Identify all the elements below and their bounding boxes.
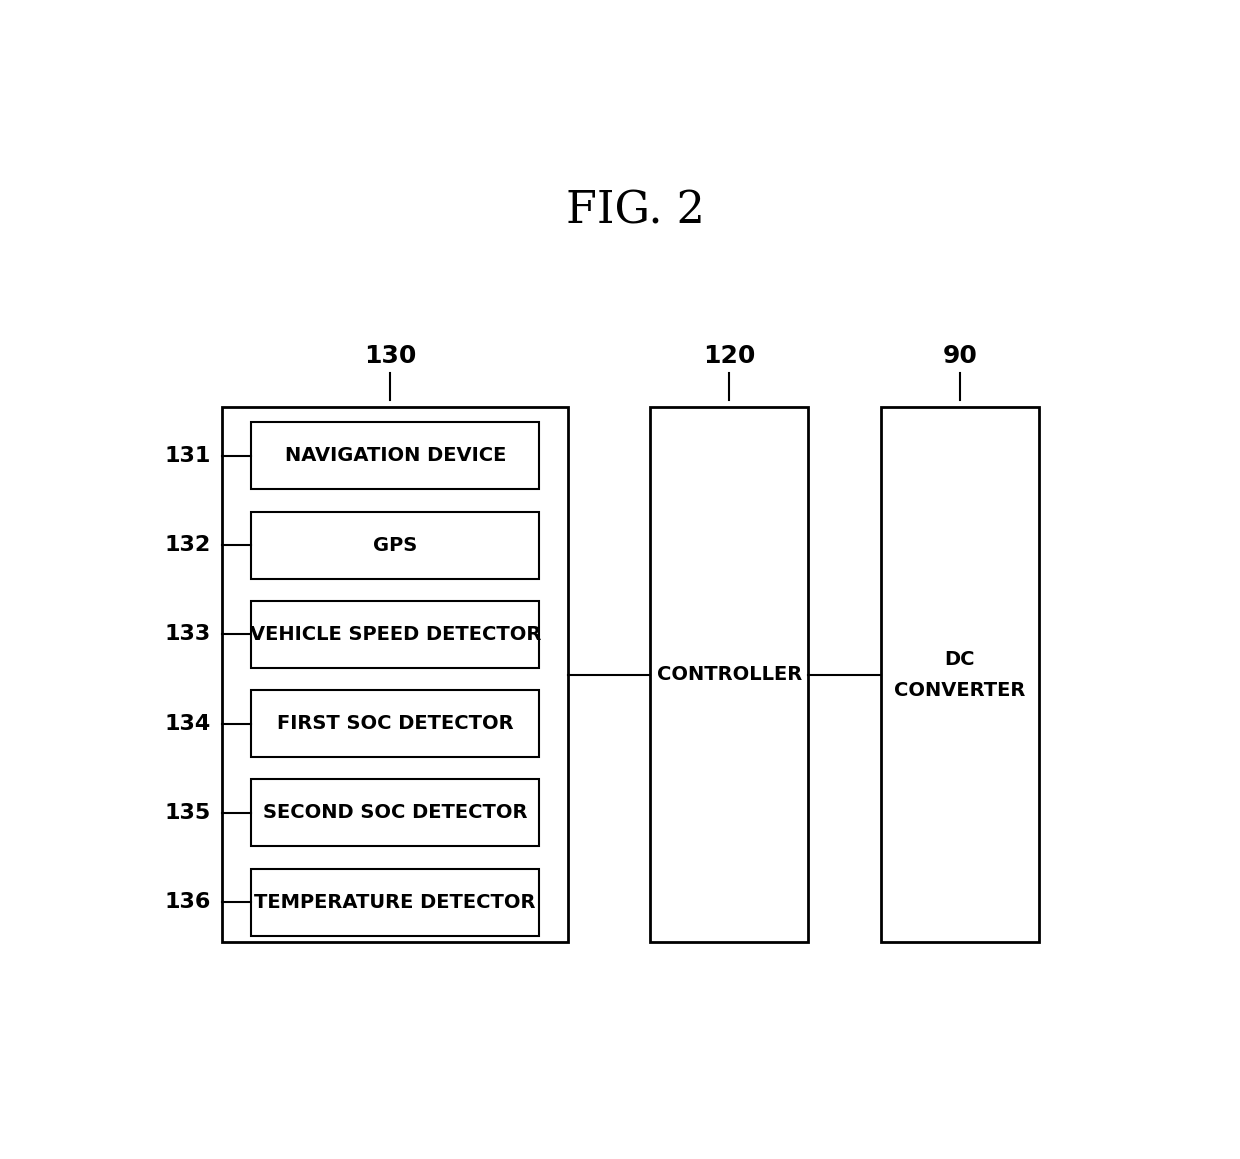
Bar	[250, 868, 539, 935]
Bar	[250, 600, 539, 668]
Text: VEHICLE SPEED DETECTOR: VEHICLE SPEED DETECTOR	[249, 625, 541, 644]
Bar	[250, 422, 539, 489]
Bar	[222, 407, 568, 942]
Text: 120: 120	[703, 344, 755, 369]
Text: SECOND SOC DETECTOR: SECOND SOC DETECTOR	[263, 803, 527, 823]
Text: 134: 134	[165, 714, 211, 734]
Text: 135: 135	[165, 803, 211, 823]
Text: 132: 132	[165, 535, 211, 555]
Bar	[250, 690, 539, 757]
Text: NAVIGATION DEVICE: NAVIGATION DEVICE	[284, 446, 506, 466]
Text: 133: 133	[165, 625, 211, 644]
Text: DC
CONVERTER: DC CONVERTER	[894, 649, 1025, 700]
Text: CONTROLLER: CONTROLLER	[656, 665, 802, 684]
Text: GPS: GPS	[373, 535, 418, 555]
Text: TEMPERATURE DETECTOR: TEMPERATURE DETECTOR	[254, 892, 536, 912]
Bar	[250, 779, 539, 846]
Bar	[880, 407, 1039, 942]
Text: FIG. 2: FIG. 2	[567, 189, 704, 232]
Text: FIRST SOC DETECTOR: FIRST SOC DETECTOR	[277, 714, 513, 734]
Text: 130: 130	[365, 344, 417, 369]
Bar	[250, 511, 539, 578]
Text: 136: 136	[165, 892, 211, 912]
Text: 90: 90	[942, 344, 977, 369]
Bar	[650, 407, 808, 942]
Text: 131: 131	[165, 446, 211, 466]
